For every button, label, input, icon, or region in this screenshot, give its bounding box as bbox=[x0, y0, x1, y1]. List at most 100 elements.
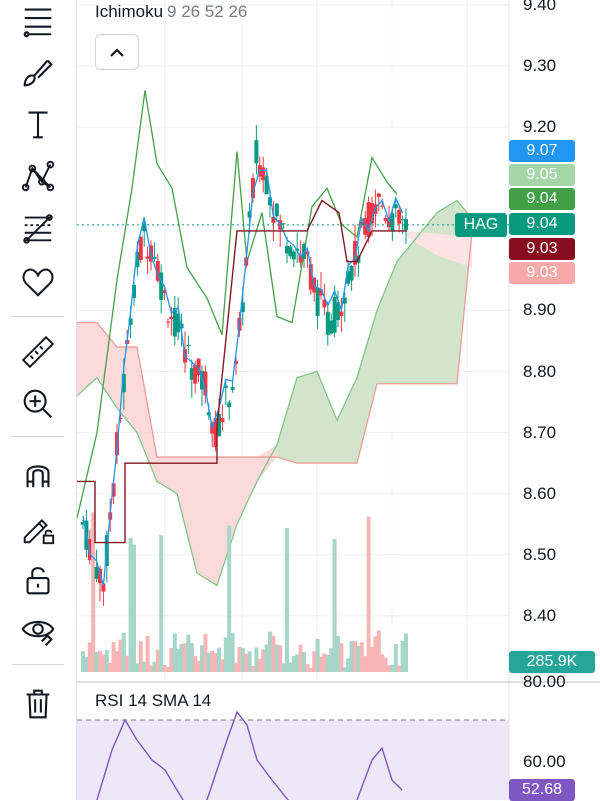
candle bbox=[336, 302, 340, 320]
candle bbox=[193, 365, 198, 384]
toolbar-divider bbox=[12, 436, 64, 437]
magnet-icon[interactable] bbox=[14, 454, 62, 494]
ichimoku-cloud-future bbox=[407, 230, 472, 268]
rsi-params: 14 SMA 14 bbox=[128, 691, 212, 710]
indicator-params: 9 26 52 26 bbox=[167, 2, 248, 21]
candle bbox=[155, 261, 160, 281]
volume-bar bbox=[115, 651, 119, 672]
volume-bar bbox=[84, 657, 89, 672]
brush-icon[interactable] bbox=[14, 52, 62, 92]
volume-bar bbox=[336, 636, 340, 672]
volume-bar bbox=[98, 651, 102, 672]
menu-icon[interactable] bbox=[14, 0, 62, 40]
volume-bar bbox=[128, 537, 133, 672]
price-tick: 9.30 bbox=[523, 56, 557, 75]
ichimoku-cloud bbox=[77, 200, 472, 586]
leading-span-b-line bbox=[77, 230, 473, 464]
volume-bar bbox=[268, 631, 272, 672]
lock-pencil-icon[interactable] bbox=[14, 508, 62, 548]
candle bbox=[176, 313, 181, 333]
volume-bar bbox=[370, 646, 374, 672]
volume-bar bbox=[261, 649, 266, 672]
candle bbox=[203, 371, 208, 396]
volume-bar bbox=[179, 643, 184, 672]
volume-bar bbox=[387, 665, 391, 672]
pattern-icon[interactable] bbox=[14, 156, 62, 196]
price-tick: 8.80 bbox=[523, 362, 557, 381]
chart-canvas[interactable] bbox=[77, 0, 600, 800]
volume-bar bbox=[230, 633, 235, 672]
volume-bar bbox=[278, 645, 283, 672]
volume-bar bbox=[346, 658, 351, 672]
volume-bar bbox=[312, 651, 317, 672]
chevron-up-icon bbox=[110, 48, 124, 57]
candle bbox=[87, 538, 92, 561]
volume-bar bbox=[104, 650, 109, 672]
heart-icon[interactable] bbox=[14, 262, 62, 302]
candle bbox=[166, 321, 170, 323]
candle bbox=[251, 178, 255, 198]
volume-bar bbox=[366, 516, 371, 672]
eye-icon[interactable] bbox=[14, 610, 62, 650]
candle bbox=[118, 418, 123, 420]
candle bbox=[319, 289, 323, 296]
candle bbox=[179, 323, 184, 329]
candle bbox=[271, 216, 276, 223]
candle bbox=[142, 223, 147, 232]
ichimoku-legend[interactable]: Ichimoku 9 26 52 26 bbox=[95, 2, 247, 22]
zoom-in-icon[interactable] bbox=[14, 384, 62, 424]
candle bbox=[240, 302, 245, 312]
volume-bar bbox=[257, 658, 262, 672]
candle bbox=[315, 287, 320, 316]
candle bbox=[383, 218, 388, 221]
candle bbox=[172, 307, 177, 337]
volume-bar bbox=[172, 633, 177, 672]
candle bbox=[223, 385, 228, 388]
candle bbox=[196, 358, 201, 376]
text-icon[interactable] bbox=[14, 104, 62, 144]
volume-bar bbox=[213, 653, 218, 672]
volume-bar bbox=[227, 525, 232, 672]
fib-icon[interactable] bbox=[14, 208, 62, 248]
rsi-legend[interactable]: RSI 14 SMA 14 bbox=[95, 691, 211, 711]
candle bbox=[169, 316, 174, 319]
volume-bar bbox=[329, 648, 334, 672]
candle bbox=[189, 368, 194, 380]
candle bbox=[274, 203, 279, 217]
candle bbox=[268, 197, 272, 206]
volume-bar bbox=[305, 664, 310, 672]
volume-bar bbox=[118, 639, 123, 672]
collapse-legend-button[interactable] bbox=[95, 34, 139, 70]
volume-bar bbox=[210, 650, 215, 672]
ruler-icon[interactable] bbox=[14, 332, 62, 372]
toolbar-divider bbox=[12, 664, 64, 665]
volume-bar bbox=[373, 636, 378, 672]
unlock-icon[interactable] bbox=[14, 560, 62, 600]
rsi-value-label: 52.68 bbox=[509, 779, 575, 801]
volume-bar bbox=[322, 653, 327, 672]
price-tick: 8.90 bbox=[523, 300, 557, 319]
candle bbox=[376, 193, 381, 197]
candle bbox=[206, 412, 211, 416]
volume-bar bbox=[285, 527, 289, 672]
candle bbox=[404, 219, 408, 231]
chart-area[interactable]: Ichimoku 9 26 52 26 9.40 9.30 9.20 8.90 8… bbox=[77, 0, 600, 801]
volume-bar bbox=[223, 637, 228, 672]
volume-bar bbox=[400, 640, 405, 672]
volume-bar bbox=[81, 651, 85, 672]
drawing-toolbar bbox=[0, 0, 77, 800]
candle bbox=[332, 296, 337, 333]
candle bbox=[281, 223, 286, 225]
volume-bar bbox=[288, 662, 293, 672]
volume-bar bbox=[298, 644, 303, 672]
candle bbox=[145, 256, 150, 259]
ichimoku-cloud-bullish bbox=[277, 200, 472, 464]
volume-bar bbox=[220, 659, 225, 672]
candle bbox=[359, 221, 364, 225]
rsi-tick: 60.00 bbox=[523, 752, 566, 771]
price-tick: 8.50 bbox=[523, 545, 557, 564]
volume-bar bbox=[339, 643, 344, 672]
candle bbox=[353, 240, 357, 265]
volume-bar bbox=[135, 663, 140, 672]
trash-icon[interactable] bbox=[14, 684, 62, 724]
